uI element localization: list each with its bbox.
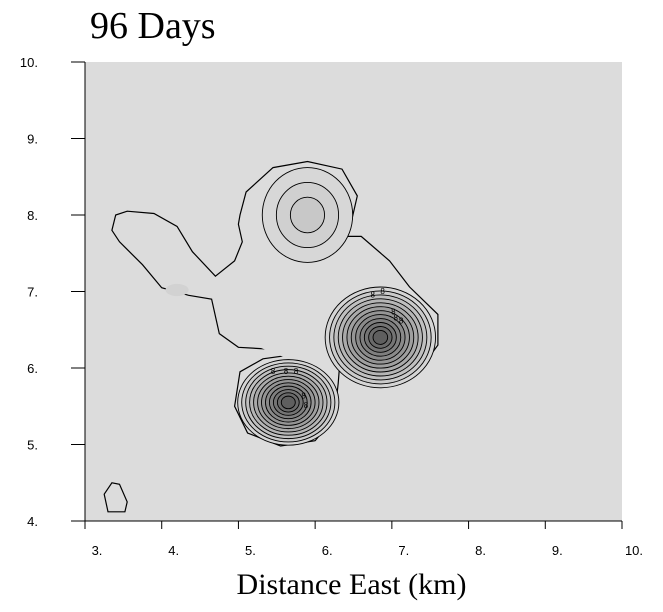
contour-label: 8 xyxy=(393,314,398,323)
south-peak-level xyxy=(280,395,296,410)
east-peak-level xyxy=(372,329,389,345)
contour-label: 8 xyxy=(294,367,299,376)
plume-shade xyxy=(165,283,189,297)
x-tick-label: 4. xyxy=(168,543,179,558)
north-peak-level xyxy=(289,196,326,234)
y-tick-label: 4. xyxy=(27,514,38,529)
x-axis-label: Distance East (km) xyxy=(236,568,467,601)
y-tick-label: 7. xyxy=(27,285,38,300)
y-tick-label: 6. xyxy=(27,361,38,376)
plot-area xyxy=(85,62,622,521)
x-tick-label: 7. xyxy=(398,543,409,558)
contour-label: 8 xyxy=(391,307,396,316)
contour-label: 8 xyxy=(399,317,404,326)
x-tick-label: 6. xyxy=(322,543,333,558)
x-tick-label: 9. xyxy=(552,543,563,558)
y-tick-label: 9. xyxy=(27,132,38,147)
southwest-contour xyxy=(103,482,128,513)
y-tick-label: 10. xyxy=(20,55,38,70)
y-tick-label: 8. xyxy=(27,208,38,223)
contour-label: 8 xyxy=(304,401,309,410)
contour-label: 8 xyxy=(370,291,375,300)
contour-label: 8 xyxy=(284,367,289,376)
x-tick-label: 10. xyxy=(625,543,643,558)
contour-label: 8 xyxy=(271,367,276,376)
y-tick-label: 5. xyxy=(27,438,38,453)
x-tick-label: 3. xyxy=(92,543,103,558)
chart-title: 96 Days xyxy=(90,5,216,47)
x-tick-label: 8. xyxy=(475,543,486,558)
contour-label: 8 xyxy=(380,287,385,296)
contour-label: 8 xyxy=(301,392,306,401)
x-tick-label: 5. xyxy=(245,543,256,558)
